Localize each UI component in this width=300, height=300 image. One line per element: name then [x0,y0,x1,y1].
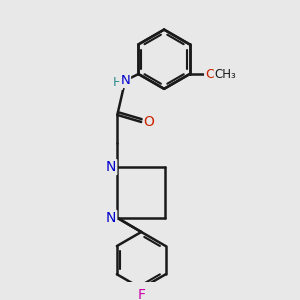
Text: H: H [112,76,122,89]
Text: N: N [106,211,116,225]
Text: O: O [144,115,154,129]
Text: CH₃: CH₃ [215,68,236,80]
Text: N: N [106,160,116,174]
Text: O: O [205,68,216,80]
Text: F: F [137,288,145,300]
Text: N: N [120,74,130,87]
